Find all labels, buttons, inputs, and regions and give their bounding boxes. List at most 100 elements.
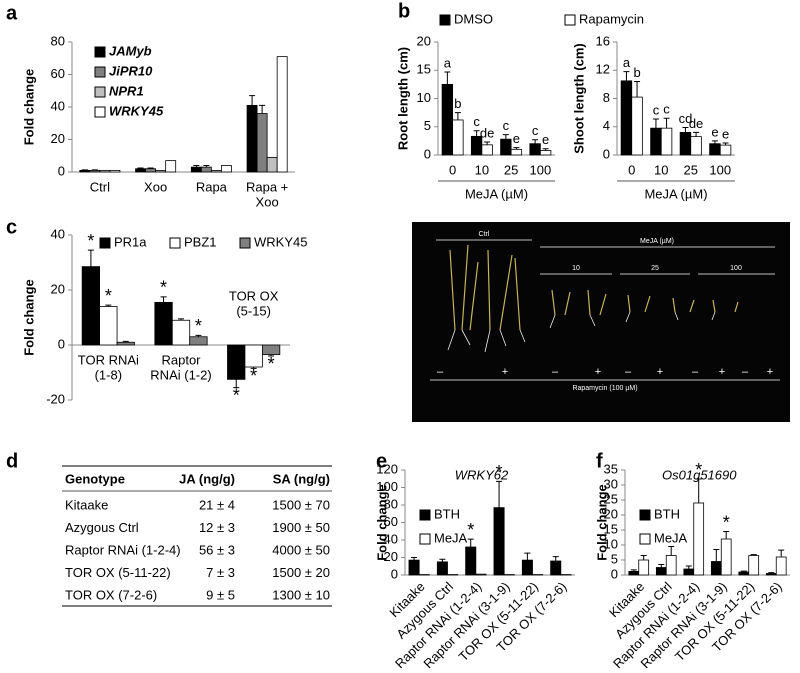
panel-label: d	[6, 450, 18, 472]
photo-label: +	[502, 366, 508, 378]
annotation: *	[496, 462, 503, 482]
annotation: e	[542, 132, 549, 147]
bar	[765, 573, 777, 576]
error-bar	[122, 340, 129, 343]
photo-label: –	[437, 366, 444, 378]
error-bar	[259, 104, 266, 114]
x-axis-label: MeJA (µM)	[465, 186, 528, 201]
legend-label: DMSO	[454, 11, 493, 26]
table-cell: 1500 ± 20	[272, 565, 330, 580]
bar	[89, 169, 101, 173]
y-axis-label: Fold change	[21, 69, 36, 146]
table-header: Genotype	[65, 471, 125, 486]
bar	[693, 502, 705, 576]
legend-label: Rapamycin	[579, 11, 644, 26]
error-bar	[105, 304, 112, 307]
bar	[510, 148, 523, 156]
panel-label: e	[376, 450, 387, 472]
bar	[210, 169, 222, 173]
panel-label: a	[6, 2, 18, 24]
legend-swatch	[564, 14, 576, 26]
error-bar	[249, 95, 256, 106]
error-bar	[652, 118, 659, 129]
bar	[748, 555, 760, 576]
bar	[190, 166, 202, 173]
roots	[447, 311, 716, 353]
y-tick-label: 0	[611, 566, 618, 581]
legend-swatch	[169, 237, 181, 249]
bar	[99, 306, 118, 346]
error-bar	[496, 480, 503, 508]
table-cell: Raptor RNAi (1-2-4)	[65, 542, 181, 557]
error-bar	[513, 147, 520, 150]
y-tick-label: 30	[604, 476, 618, 491]
photo: Ctrl MeJA (µM) 10 25 100 Rapamycin (100 …	[412, 222, 790, 422]
annotation: *	[195, 316, 202, 336]
annotation: de	[480, 125, 494, 140]
annotation: e	[711, 124, 718, 139]
photo-label: –	[742, 366, 749, 378]
bar	[679, 131, 692, 156]
y-tick-label: 60	[384, 514, 398, 529]
y-axis-label: Shoot length (cm)	[571, 43, 586, 154]
chart-title: Os01g51690	[662, 467, 737, 482]
y-tick-label: 12	[596, 62, 610, 77]
error-bar	[195, 334, 202, 337]
bar	[165, 160, 177, 173]
annotation: c	[663, 102, 670, 117]
legend-swatch	[99, 237, 111, 249]
x-tick-label: 0	[628, 162, 635, 177]
error-bar	[250, 367, 257, 369]
error-bar	[623, 71, 630, 81]
photo-label: 100	[730, 265, 742, 272]
legend-swatch	[419, 533, 431, 545]
error-bar	[203, 165, 210, 168]
legend-label: MeJA	[654, 530, 688, 545]
photo-label: 10	[572, 265, 580, 272]
y-tick-label: 0	[424, 146, 431, 161]
bar	[189, 336, 208, 346]
bar	[529, 143, 541, 156]
legend-label: JAMyb	[109, 43, 152, 58]
y-tick-label: 20	[604, 506, 618, 521]
y-axis-label: Fold change	[374, 484, 389, 561]
legend-swatch	[94, 86, 106, 98]
x-tick-label: Rapa +	[246, 179, 288, 194]
y-tick-label: 20	[417, 33, 431, 48]
legend-swatch	[94, 106, 106, 118]
bar	[441, 83, 454, 156]
photo-label: –	[552, 366, 559, 378]
y-tick-label: 20	[51, 281, 65, 296]
annotation: c	[653, 102, 660, 117]
bar	[81, 266, 101, 346]
bar	[655, 567, 667, 576]
bar	[665, 555, 677, 576]
bar	[710, 561, 722, 576]
bar	[227, 344, 246, 380]
error-bar	[682, 126, 689, 133]
bar	[550, 560, 562, 576]
error-bar	[137, 167, 144, 169]
bar	[481, 144, 493, 156]
annotation: b	[633, 65, 640, 80]
annotation: *	[233, 385, 240, 405]
photo-background	[412, 222, 790, 422]
x-tick-label: (5-15)	[236, 303, 271, 318]
error-bar	[630, 569, 637, 572]
bar	[628, 571, 640, 576]
panel-label: c	[6, 216, 17, 238]
table-cell: 7 ± 3	[206, 565, 235, 580]
error-bar	[542, 148, 549, 151]
chart-title: WRKY62	[455, 467, 509, 482]
annotation: *	[467, 520, 474, 540]
legend-swatch	[239, 237, 251, 249]
annotation: b	[454, 96, 461, 111]
table-cell: 4000 ± 50	[272, 542, 330, 557]
x-tick-label: Rapa	[196, 179, 228, 194]
y-tick-label: 10	[604, 536, 618, 551]
y-tick-label: 15	[604, 521, 618, 536]
annotation: *	[268, 354, 275, 374]
error-bar	[532, 139, 539, 144]
annotation: a	[623, 55, 631, 70]
